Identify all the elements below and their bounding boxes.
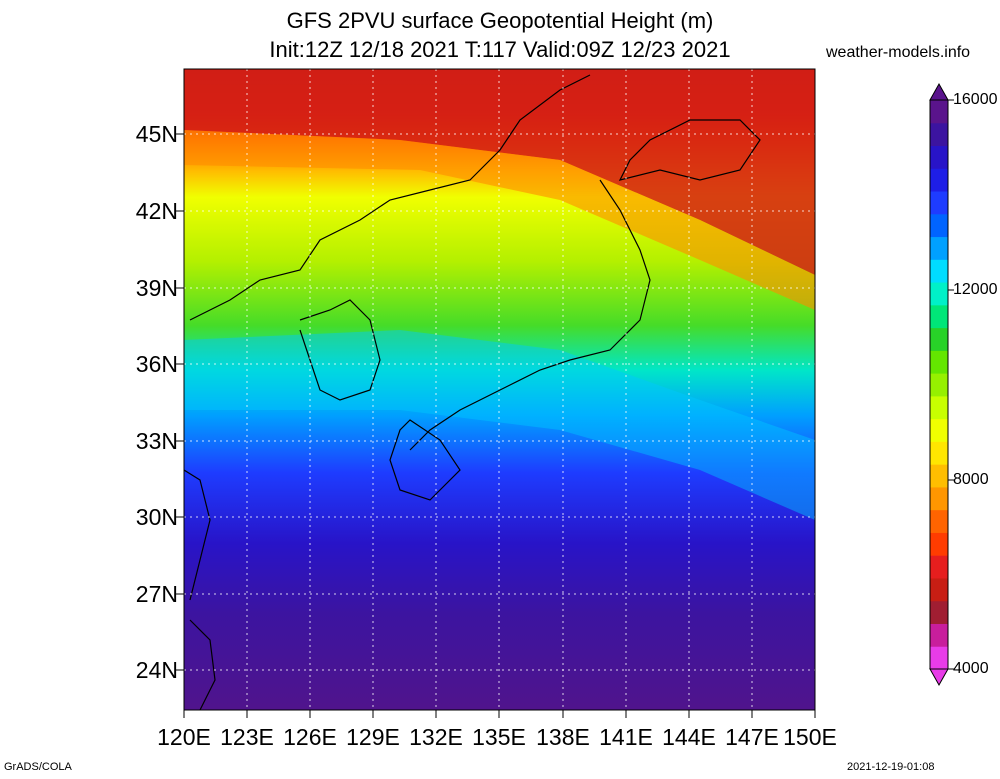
colorbar-segment — [930, 464, 948, 488]
lon-label: 120E — [157, 724, 211, 750]
lat-label: 30N — [135, 504, 178, 530]
colorbar-segment — [930, 168, 948, 192]
footer-right: 2021-12-19-01:08 — [847, 761, 935, 773]
colorbar-segment — [930, 350, 948, 374]
colorbar-segment — [930, 441, 948, 465]
coastlines — [184, 74, 761, 710]
colorbar-segment — [930, 486, 948, 511]
grid-lines — [184, 69, 815, 710]
colorbar-segment — [930, 646, 948, 670]
colorbar-segment — [930, 304, 948, 329]
colorbar-segment — [930, 259, 948, 283]
colorbar-min-arrow — [929, 668, 949, 687]
map-area — [184, 69, 815, 710]
colorbar-segment — [930, 555, 948, 579]
colorbar-segment — [930, 577, 948, 602]
lat-label: 42N — [135, 198, 178, 224]
colorbar-segment — [930, 145, 948, 169]
colorbar-segment — [930, 418, 948, 442]
chart-subtitle: Init:12Z 12/18 2021 T:117 Valid:09Z 12/2… — [269, 37, 731, 62]
colorbar-segment — [930, 191, 948, 215]
colorbar-label: 4000 — [953, 660, 989, 677]
lon-label: 147E — [725, 724, 779, 750]
chart-title: GFS 2PVU surface Geopotential Height (m) — [286, 8, 714, 33]
colorbar-segment — [930, 509, 948, 533]
colorbar-segment — [930, 327, 948, 351]
colorbar-label: 16000 — [953, 91, 998, 108]
red-band — [184, 69, 815, 275]
axis-ticks — [176, 133, 816, 718]
colorbar-segment — [930, 623, 948, 647]
lon-label: 132E — [409, 724, 463, 750]
colorbar-segment — [930, 122, 948, 147]
lon-label: 141E — [599, 724, 653, 750]
lon-label: 135E — [472, 724, 526, 750]
lat-label: 33N — [135, 428, 178, 454]
colorbar-border — [929, 99, 949, 670]
lon-label: 138E — [536, 724, 590, 750]
lat-label: 36N — [135, 351, 178, 377]
colorbar-label: 12000 — [953, 281, 998, 298]
site-label: weather-models.info — [826, 44, 971, 61]
lon-label: 129E — [346, 724, 400, 750]
colorbar-segment — [930, 600, 948, 624]
colorbar-max-arrow — [929, 82, 949, 101]
colorbar-segment — [930, 100, 948, 124]
lon-label: 144E — [662, 724, 716, 750]
lat-label: 27N — [135, 581, 178, 607]
colorbar-ticks — [948, 99, 954, 670]
lon-label: 150E — [783, 724, 837, 750]
colorbar-segment — [930, 236, 948, 260]
footer-left: GrADS/COLA — [4, 761, 72, 773]
cyan-band — [184, 330, 815, 520]
colorbar-segment — [930, 213, 948, 238]
colorbar-segment — [930, 395, 948, 420]
lat-label: 39N — [135, 275, 178, 301]
colorbar-segment — [930, 373, 948, 397]
lat-label: 45N — [135, 121, 178, 147]
lon-label: 123E — [220, 724, 274, 750]
lon-label: 126E — [283, 724, 337, 750]
colorbar — [929, 82, 949, 687]
colorbar-segment — [930, 532, 948, 556]
colorbar-label: 8000 — [953, 471, 989, 488]
lat-label: 24N — [135, 657, 178, 683]
colorbar-segment — [930, 282, 948, 306]
